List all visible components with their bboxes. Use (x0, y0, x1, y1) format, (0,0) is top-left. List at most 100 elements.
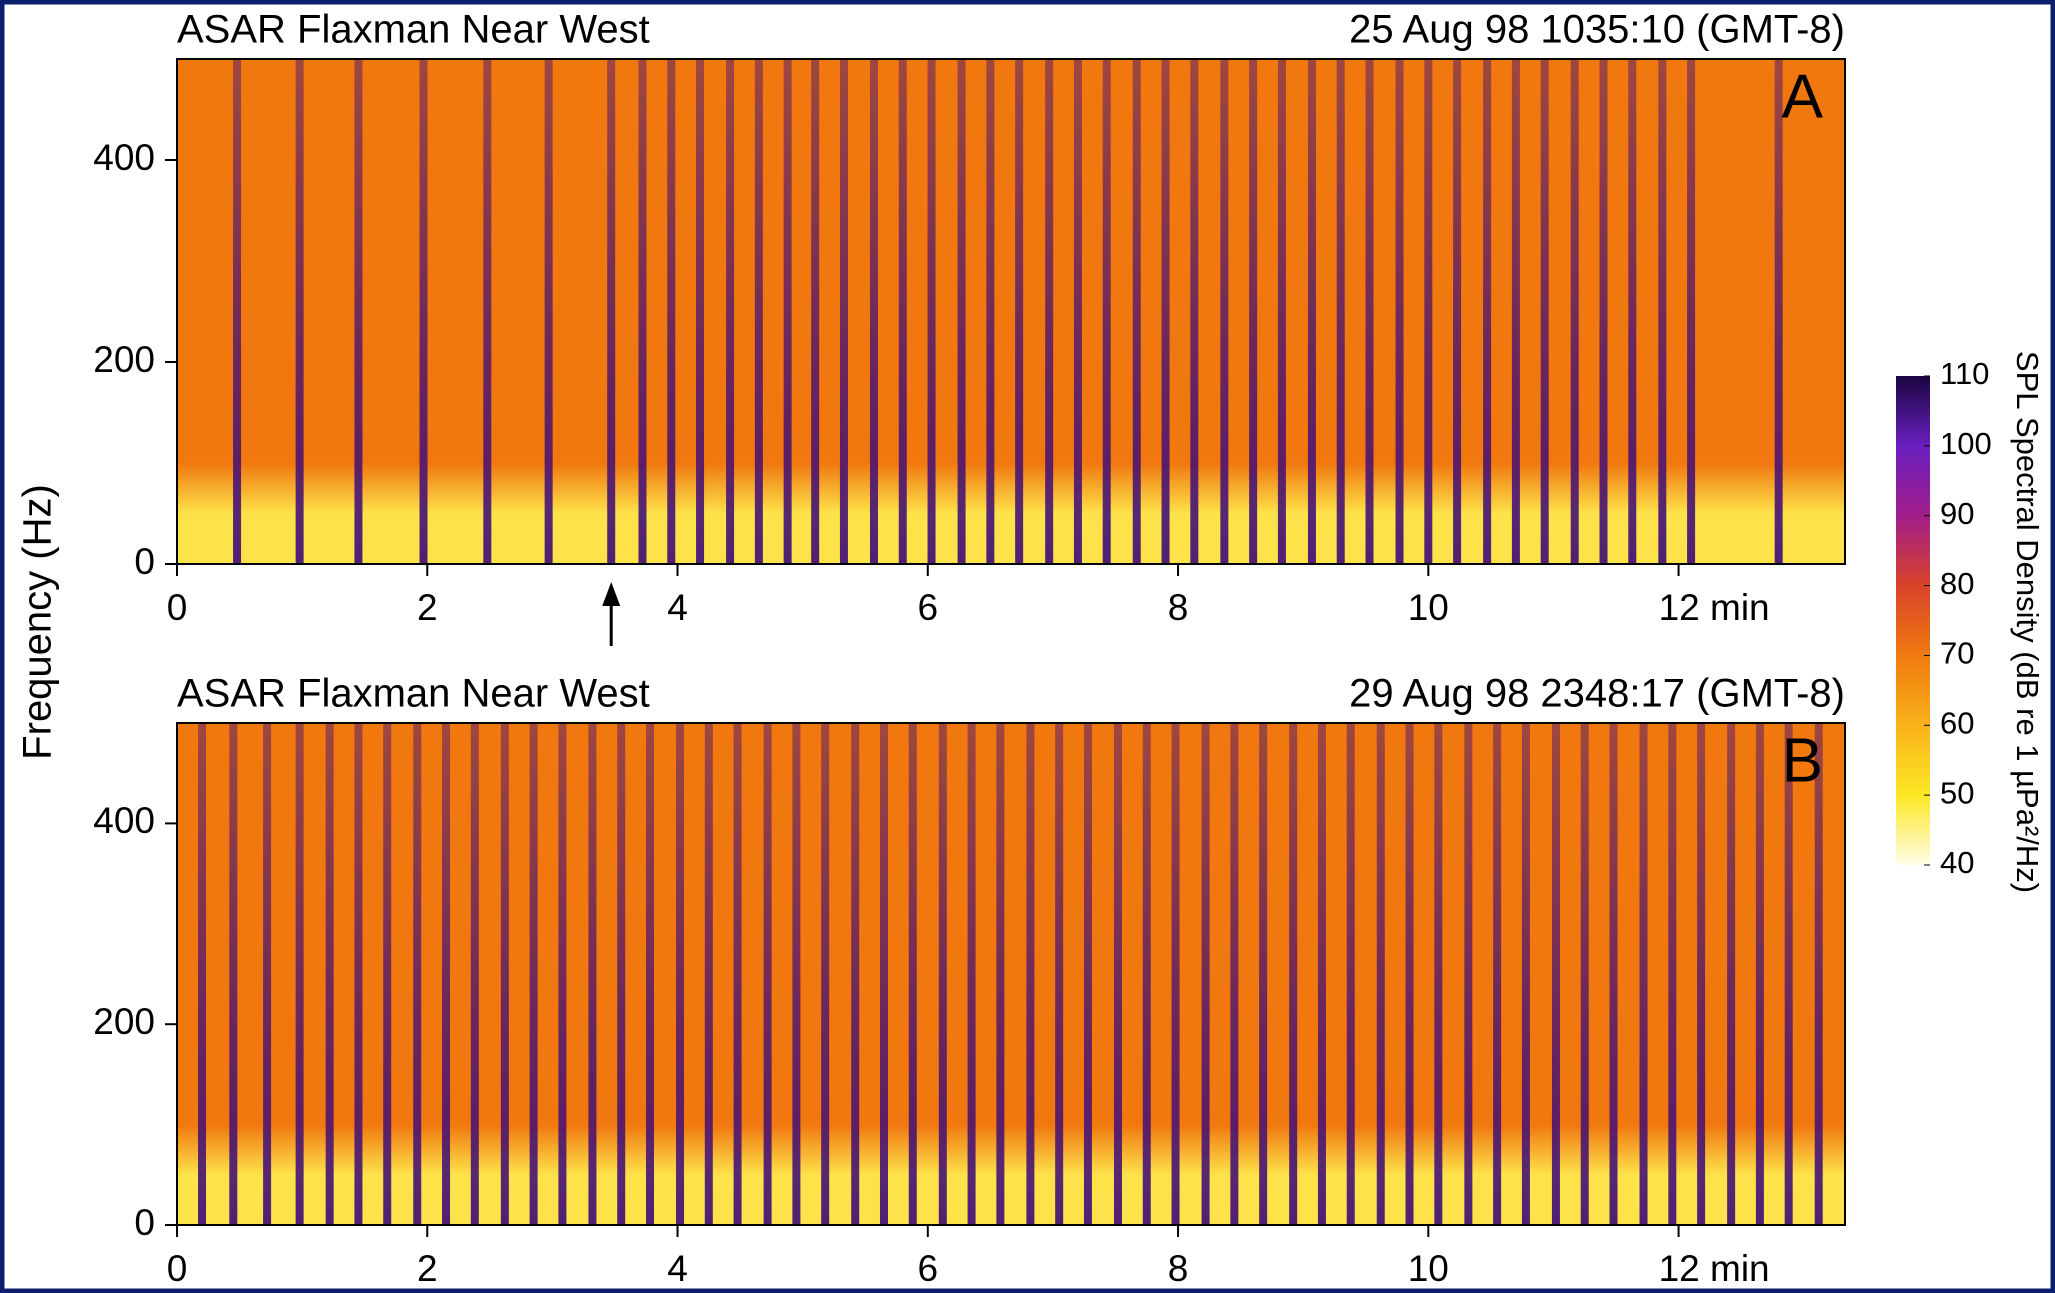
pulse (1405, 723, 1414, 1225)
x-tick-label: 0 (167, 1248, 188, 1289)
pulse (1687, 59, 1696, 564)
pulse (1628, 59, 1637, 564)
pulse (325, 723, 334, 1225)
pulse (839, 59, 848, 564)
pulse (617, 723, 626, 1225)
pulse (233, 59, 242, 564)
pulse (811, 59, 820, 564)
pulse (908, 723, 917, 1225)
pulse (1073, 59, 1082, 564)
pulse (1289, 723, 1298, 1225)
pulse (544, 59, 553, 564)
pulse (1609, 723, 1618, 1225)
pulse (1755, 723, 1764, 1225)
plot-border (176, 58, 1846, 565)
pulse (1658, 59, 1667, 564)
pulse (754, 59, 763, 564)
pulse (558, 723, 567, 1225)
x-tick-label: 4 (667, 1248, 688, 1289)
pulse (1336, 59, 1345, 564)
pulse (413, 723, 422, 1225)
pulse (1774, 59, 1783, 564)
pulse (898, 59, 907, 564)
plot-area (177, 723, 1845, 1225)
colorbar-tick-label: 40 (1940, 845, 1974, 880)
pulse (483, 59, 492, 564)
pulse (1142, 723, 1151, 1225)
pulse (1540, 59, 1549, 564)
plot-area (177, 59, 1845, 564)
pulse (1307, 59, 1316, 564)
panel-label: A (1782, 62, 1824, 131)
y-tick-label: 200 (93, 1001, 155, 1042)
pulse (1015, 59, 1024, 564)
pulse (1580, 723, 1589, 1225)
pulse (1171, 723, 1180, 1225)
panel-title: ASAR Flaxman Near West (177, 672, 650, 716)
pulse (1424, 59, 1433, 564)
pulse (763, 723, 772, 1225)
pulse (1317, 723, 1326, 1225)
colorbar (1896, 376, 1930, 865)
y-tick-label: 400 (93, 137, 155, 178)
x-tick-label: 8 (1168, 1248, 1189, 1289)
pulse (821, 723, 830, 1225)
pulse (1277, 59, 1286, 564)
pulse (733, 723, 742, 1225)
pulse (967, 723, 976, 1225)
pulse (419, 59, 428, 564)
pulse (726, 59, 735, 564)
pulse (667, 59, 676, 564)
pulse (1083, 723, 1092, 1225)
panel-timestamp: 25 Aug 98 1035:10 (GMT-8) (1349, 8, 1845, 52)
pulse (996, 723, 1005, 1225)
pulse (879, 723, 888, 1225)
x-tick-label: 6 (917, 587, 938, 628)
pulse (1365, 59, 1374, 564)
arrow-head (602, 582, 621, 606)
pulse (1259, 723, 1268, 1225)
colorbar-tick-label: 100 (1940, 426, 1992, 461)
pulse (1511, 59, 1520, 564)
panel-label: B (1782, 726, 1823, 795)
x-tick-label: 8 (1168, 587, 1189, 628)
y-tick-label: 0 (134, 541, 155, 582)
pulse (1570, 59, 1579, 564)
pulse (1161, 59, 1170, 564)
pulse (1493, 723, 1502, 1225)
colorbar-tick-label: 110 (1940, 356, 1989, 391)
pulse (696, 59, 705, 564)
x-tick-label: 12 min (1659, 1248, 1770, 1289)
y-axis-label: Frequency (Hz) (16, 484, 60, 760)
pulse (354, 59, 363, 564)
pulse (1639, 723, 1648, 1225)
x-tick-label: 12 min (1659, 587, 1770, 628)
pulse (263, 723, 272, 1225)
pulse (1434, 723, 1443, 1225)
x-tick-label: 10 (1408, 1248, 1449, 1289)
pulse (1453, 59, 1462, 564)
pulse (851, 723, 860, 1225)
pulse (1668, 723, 1677, 1225)
pulse (1483, 59, 1492, 564)
pulse (607, 59, 616, 564)
pulse (704, 723, 713, 1225)
plot-border (176, 722, 1846, 1226)
colorbar-tick-label: 80 (1940, 566, 1974, 601)
pulse (1249, 59, 1258, 564)
pulse (1551, 723, 1560, 1225)
pulse (1376, 723, 1385, 1225)
pulse (442, 723, 451, 1225)
pulse (1784, 723, 1793, 1225)
pulse (792, 723, 801, 1225)
pulse (1464, 723, 1473, 1225)
pulse (1346, 723, 1355, 1225)
pulse (1026, 723, 1035, 1225)
pulse (383, 723, 392, 1225)
pulse (588, 723, 597, 1225)
x-tick-label: 0 (167, 587, 188, 628)
pulse (1521, 723, 1530, 1225)
pulse (229, 723, 238, 1225)
pulse (198, 723, 207, 1225)
